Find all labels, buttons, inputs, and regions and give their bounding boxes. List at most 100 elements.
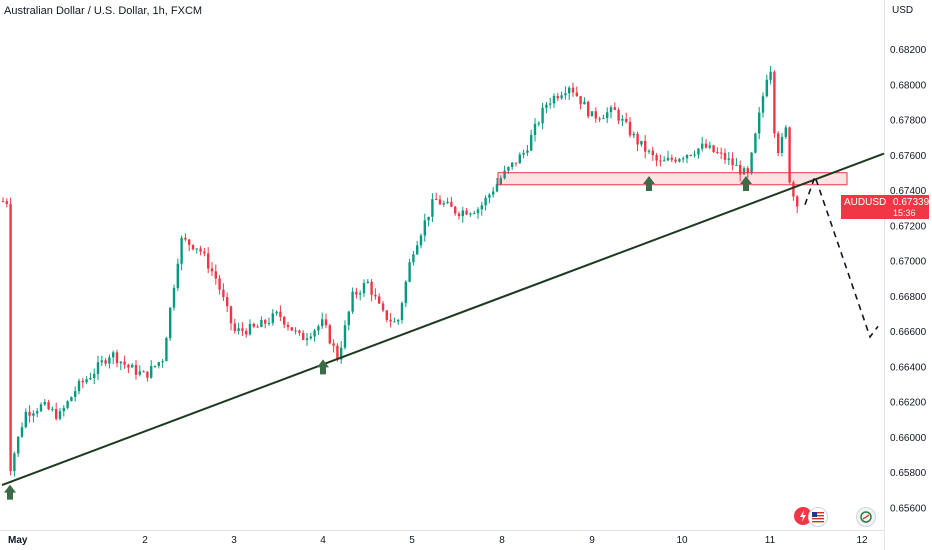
- candle-body: [503, 170, 506, 179]
- candle-body: [701, 143, 704, 149]
- support-arrow-icon: [643, 175, 655, 191]
- y-tick-label: 0.67400: [890, 186, 927, 197]
- candle-body: [267, 322, 271, 324]
- candles-group: [1, 65, 799, 477]
- candle-body: [712, 145, 715, 153]
- candle-body: [704, 143, 708, 148]
- candle-body: [541, 107, 544, 124]
- candle-body: [564, 93, 567, 96]
- candle-body: [416, 245, 419, 255]
- candle-body: [347, 311, 350, 326]
- candle-body: [720, 152, 723, 154]
- trendline: [1, 152, 885, 487]
- candle-body: [484, 197, 487, 206]
- y-tick-label: 0.67200: [890, 221, 927, 232]
- candle-body: [336, 345, 339, 360]
- candle-body: [290, 327, 293, 331]
- candle-body: [328, 325, 331, 344]
- candle-body: [773, 71, 776, 134]
- candle-body: [169, 307, 172, 339]
- candle-body: [796, 196, 799, 207]
- us-flag-icon[interactable]: [808, 507, 828, 527]
- candle-body: [161, 361, 164, 363]
- candle-body: [188, 239, 191, 245]
- candle-body: [378, 296, 381, 304]
- y-tick-label: 0.67600: [890, 151, 927, 162]
- candle-body: [226, 297, 229, 307]
- candle-body: [9, 203, 12, 472]
- candle-body: [583, 101, 586, 105]
- candle-body: [237, 328, 240, 331]
- candle-body: [735, 164, 738, 166]
- candle-body: [138, 371, 141, 375]
- candle-body: [647, 150, 651, 152]
- candle-body: [454, 206, 457, 214]
- candle-body: [115, 352, 119, 364]
- candle-body: [142, 371, 145, 373]
- candle-body: [359, 293, 362, 295]
- candle-body: [233, 323, 236, 331]
- support-arrow-icon: [317, 359, 329, 375]
- candle-body: [393, 321, 396, 323]
- candle-body: [625, 119, 628, 122]
- candle-body: [682, 158, 685, 160]
- candle-body: [606, 112, 609, 119]
- candle-body: [366, 281, 369, 284]
- y-tick-label: 0.66600: [890, 327, 927, 338]
- candle-body: [279, 311, 282, 318]
- candle-body: [507, 167, 510, 171]
- candle-body: [495, 183, 499, 192]
- candle-body: [450, 201, 453, 207]
- candle-body: [488, 194, 491, 198]
- candle-body: [321, 319, 324, 327]
- candle-body: [537, 123, 540, 125]
- candle-body: [427, 216, 430, 221]
- candle-body: [568, 87, 571, 94]
- candle-body: [518, 154, 521, 164]
- flash-news-icon[interactable]: [794, 507, 812, 525]
- candle-body: [100, 360, 103, 363]
- x-tick-label: 3: [231, 535, 237, 546]
- candle-body: [47, 402, 50, 410]
- candle-body: [522, 152, 525, 155]
- candle-body: [58, 411, 62, 419]
- candle-body: [85, 379, 88, 383]
- candle-body: [750, 152, 753, 174]
- candle-body: [499, 178, 502, 184]
- candle-body: [579, 96, 582, 105]
- candle-body: [62, 407, 65, 412]
- candle-body: [613, 107, 616, 110]
- candle-body: [765, 79, 768, 97]
- candle-body: [689, 154, 692, 156]
- candle-body: [655, 155, 658, 161]
- candle-body: [123, 361, 126, 365]
- candle-body: [131, 364, 134, 368]
- candle-body: [385, 310, 388, 320]
- candle-body: [754, 133, 757, 153]
- candle-body: [727, 158, 730, 160]
- candle-body: [511, 162, 514, 168]
- support-arrow-icon: [740, 175, 752, 191]
- candle-body: [184, 237, 187, 240]
- candle-body: [552, 95, 556, 104]
- candle-body: [549, 103, 552, 105]
- candle-body: [640, 140, 643, 145]
- y-tick-label: 0.66000: [890, 433, 927, 444]
- candle-body: [89, 377, 92, 380]
- candle-body: [127, 364, 130, 368]
- projection-path: [804, 174, 879, 339]
- economic-events-icon[interactable]: [856, 507, 876, 527]
- last-price-badge: AUDUSD 0.67339 15:36: [841, 195, 929, 219]
- candle-body: [108, 357, 111, 364]
- candle-body: [176, 263, 179, 288]
- candle-body: [324, 319, 328, 326]
- candle-body: [644, 140, 647, 152]
- candle-body: [24, 411, 27, 428]
- candle-body: [20, 427, 24, 437]
- y-tick-label: 0.66800: [890, 292, 927, 303]
- candle-body: [286, 324, 290, 328]
- y-tick-label: 0.67800: [890, 116, 927, 127]
- x-tick-label: May: [8, 535, 28, 546]
